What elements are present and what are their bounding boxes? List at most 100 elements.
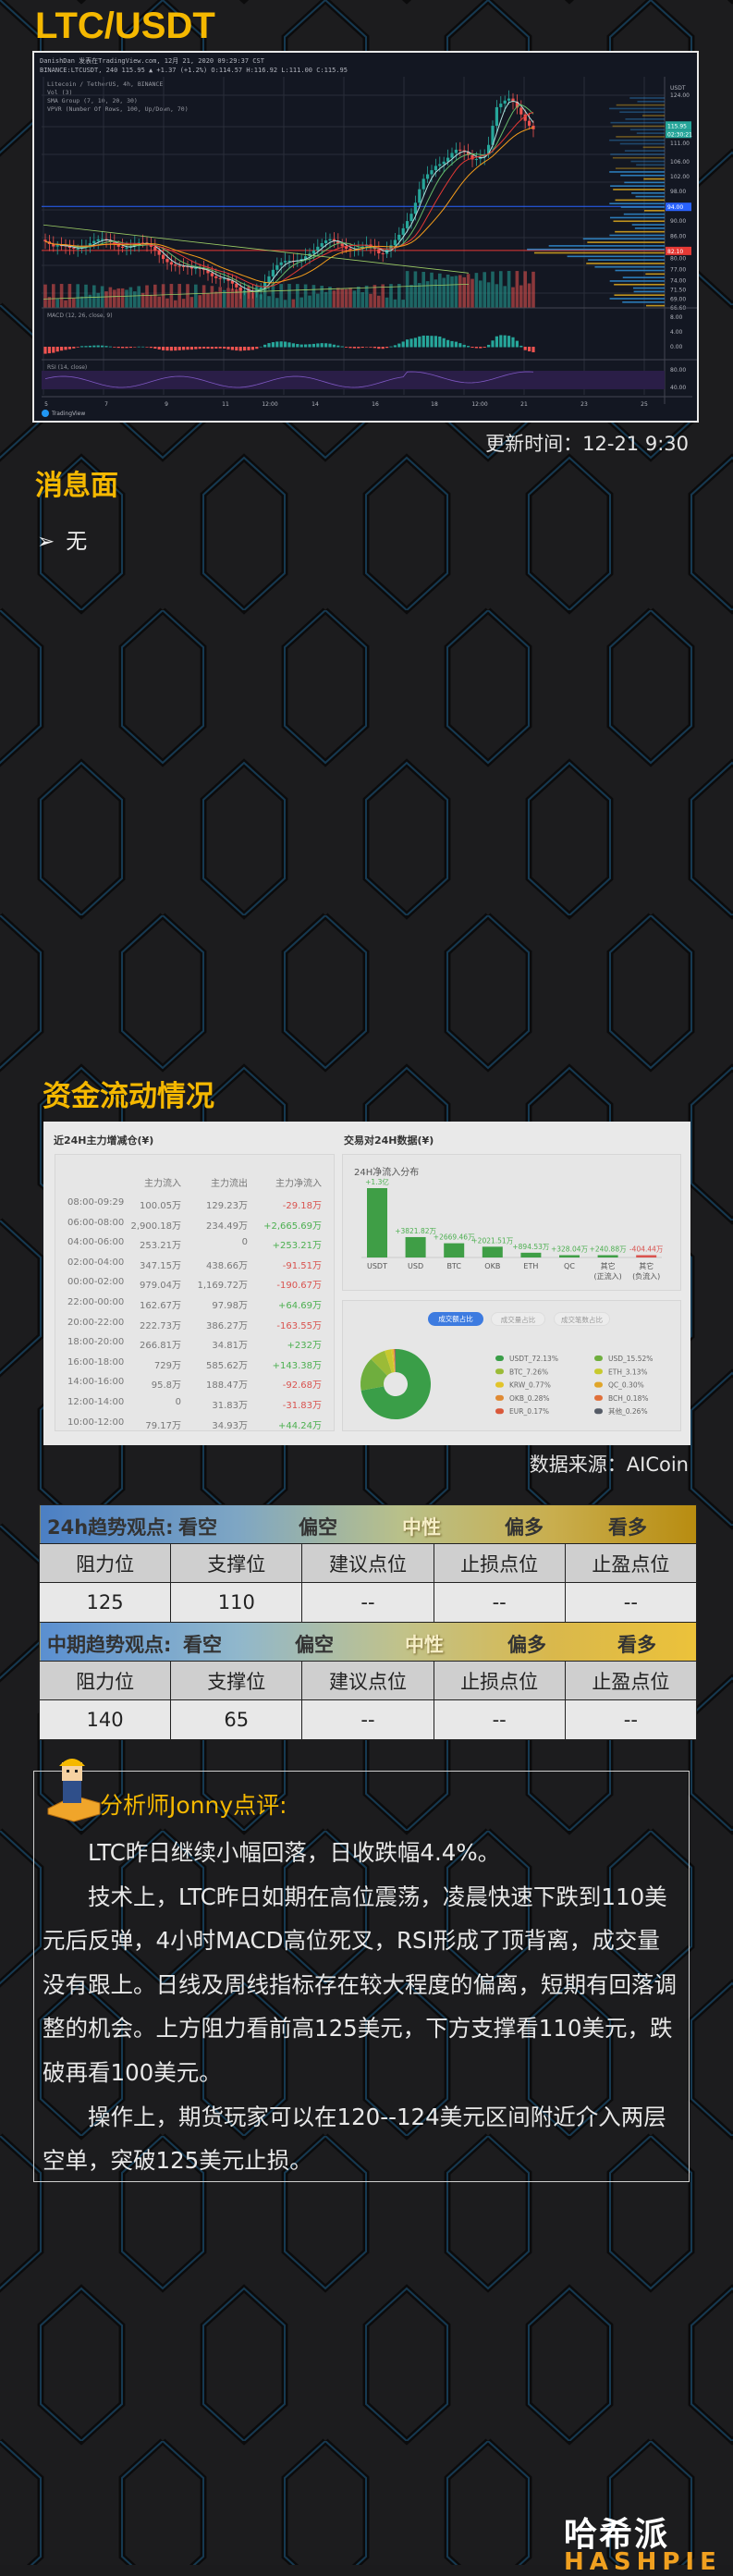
volume-bar	[165, 298, 169, 308]
net-inflow-value: +2,665.69万	[263, 1221, 322, 1232]
value-resistance: 140	[38, 1699, 172, 1740]
candle	[345, 246, 348, 249]
volume-profile-bar	[609, 216, 665, 219]
volume-bar	[59, 284, 64, 308]
candle	[421, 178, 425, 190]
price-tick: 106.00	[670, 159, 690, 166]
macd-histogram-bar	[491, 340, 495, 348]
share-tab[interactable]: 成交量占比	[491, 1312, 545, 1326]
candle	[125, 247, 128, 249]
macd-histogram-bar	[116, 347, 120, 349]
macd-histogram-bar	[406, 339, 409, 348]
price-tag	[666, 202, 691, 212]
macd-histogram-bar	[153, 347, 157, 350]
bar-value-label: +328.04万	[551, 1245, 589, 1254]
macd-histogram-bar	[454, 341, 458, 348]
time-tick: 12:00	[262, 401, 277, 408]
volume-bar	[52, 284, 55, 308]
header-take-profit: 止盈点位	[564, 1661, 698, 1700]
macd-histogram-bar	[88, 345, 92, 348]
volume-profile-bar	[623, 213, 665, 215]
candle	[230, 280, 234, 284]
rsi-label: RSI (14, close)	[47, 364, 87, 371]
volume-bar	[259, 294, 263, 308]
legend-swatch	[495, 1355, 504, 1361]
news-title: 消息面	[35, 471, 118, 501]
volume-profile-bar	[636, 132, 665, 134]
macd-histogram-bar	[357, 347, 360, 349]
volume-bar	[446, 274, 450, 308]
candle	[153, 246, 157, 251]
analyst-comment-box	[33, 1771, 690, 2182]
volume-profile-bar	[624, 150, 665, 152]
outflow-value: 585.62万	[206, 1360, 248, 1371]
macd-histogram-bar	[365, 347, 369, 348]
volume-profile-bar	[633, 290, 665, 293]
comment-paragraph: 技术上，LTC昨日如期在高位震荡，凌晨快速下跌到110美元后反弹，4小时MACD…	[43, 1883, 677, 2086]
volume-profile-bar	[587, 241, 665, 243]
inflow-value: 253.21万	[140, 1241, 181, 1252]
share-tab[interactable]: 成交额占比	[428, 1312, 483, 1326]
candle	[182, 265, 186, 267]
volume-bar	[511, 287, 515, 308]
pie-slice	[393, 1349, 396, 1373]
macd-histogram-bar	[84, 346, 88, 348]
share-tab[interactable]: 成交笔数占比	[554, 1312, 610, 1326]
candle	[523, 114, 527, 121]
legend-label: QC_0.30%	[608, 1381, 644, 1390]
time-tick: 11	[222, 401, 229, 408]
value-resistance: 125	[38, 1582, 172, 1623]
candle	[377, 249, 381, 253]
volume-bar	[299, 297, 303, 308]
macd-histogram-bar	[104, 346, 108, 348]
volume-bar	[202, 285, 206, 308]
volume-profile-bar	[634, 227, 665, 229]
macd-histogram-bar	[348, 347, 352, 349]
macd-histogram-bar	[275, 341, 279, 348]
volume-profile-bar	[622, 276, 665, 278]
candle	[52, 243, 55, 247]
volume-profile-bar	[533, 251, 665, 254]
volume-bar	[116, 288, 120, 308]
macd-histogram-bar	[287, 342, 291, 348]
bar-category-sublabel: (正流入)	[593, 1271, 621, 1281]
macd-histogram-bar	[474, 347, 478, 349]
volume-bar	[88, 294, 92, 308]
currency-label: USDT	[670, 85, 686, 92]
volume-bar	[287, 284, 291, 308]
candle	[336, 240, 340, 244]
outflow-value: 34.81万	[212, 1341, 248, 1352]
volume-bar	[64, 300, 67, 308]
volume-bar	[235, 289, 238, 308]
volume-bar	[466, 274, 470, 308]
volume-bar	[104, 291, 108, 308]
bar-value-label: +2021.51万	[471, 1236, 513, 1245]
candle	[426, 174, 430, 179]
value-support: 110	[170, 1582, 303, 1623]
candle	[214, 276, 218, 278]
price-chart[interactable]: DanishDan 发表在TradingView.com, 12月 21, 20…	[32, 51, 699, 423]
candle	[369, 244, 373, 247]
time-range: 04:00-06:00	[67, 1237, 125, 1248]
candle	[312, 250, 315, 254]
bar-chart-title: 24H净流入分布	[354, 1168, 420, 1178]
volume-profile-bar	[614, 294, 665, 296]
macd-histogram-bar	[369, 347, 373, 348]
value-suggested: --	[301, 1582, 434, 1623]
pie-slice	[391, 1349, 396, 1373]
macd-histogram-bar	[92, 345, 96, 348]
macd-histogram-bar	[467, 346, 470, 348]
candle	[389, 245, 393, 251]
macd-histogram-bar	[434, 336, 437, 348]
volume-profile-bar	[616, 104, 665, 106]
outflow-value: 129.23万	[206, 1201, 248, 1211]
volume-bar	[169, 284, 174, 308]
volume-profile-bar	[632, 287, 665, 289]
volume-bar	[92, 285, 96, 308]
macd-histogram-bar	[409, 338, 413, 348]
macd-histogram-bar	[202, 347, 206, 349]
macd-histogram-bar	[194, 347, 198, 350]
volume-bar	[291, 299, 296, 308]
macd-histogram-bar	[259, 346, 263, 348]
volume-bar	[320, 285, 324, 308]
